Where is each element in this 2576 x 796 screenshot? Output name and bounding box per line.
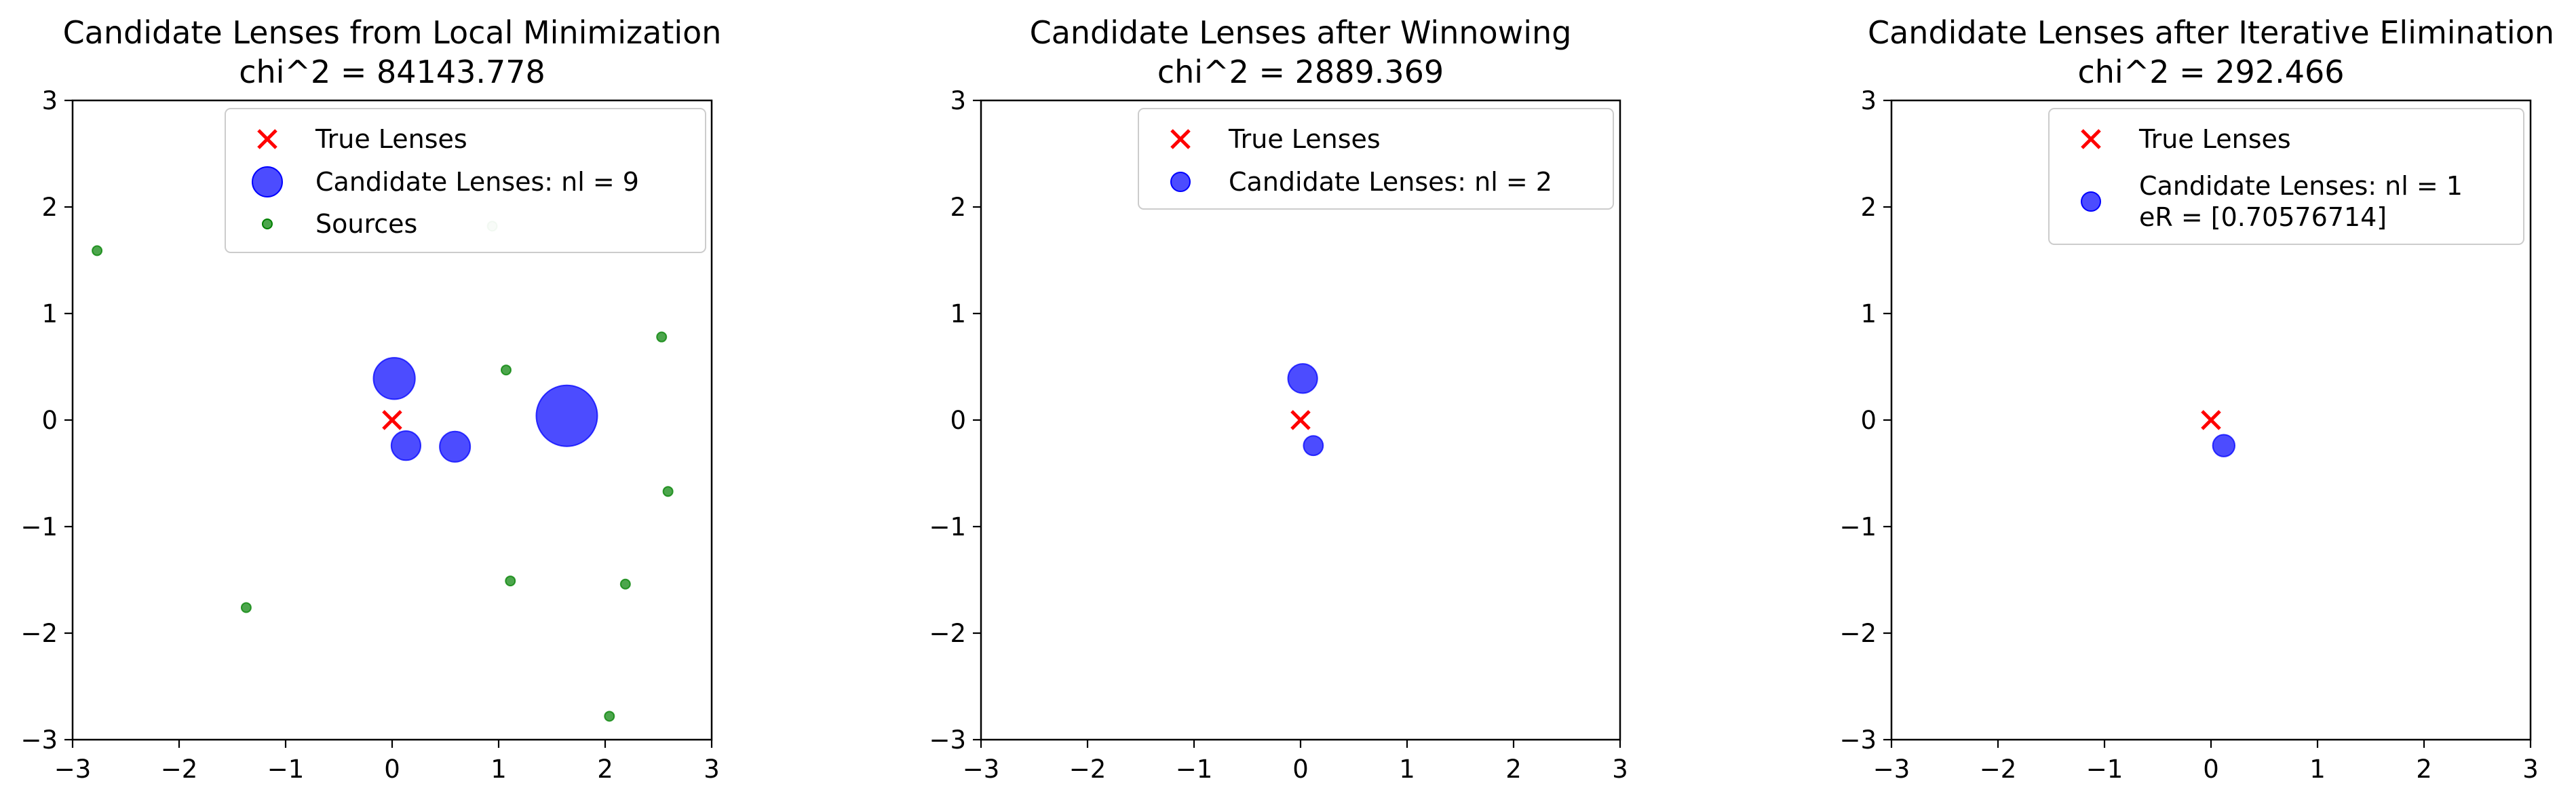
x-tick-label: 3 <box>2522 755 2539 784</box>
y-tick-label: 2 <box>950 193 966 222</box>
true-lens-marker <box>382 410 402 430</box>
x-tick-label: 2 <box>597 755 613 784</box>
y-tick-label: 1 <box>1860 299 1877 328</box>
legend-circle-marker <box>1170 172 1191 192</box>
source-point <box>500 364 512 376</box>
candidate-lens-point <box>1287 363 1318 394</box>
legend-x-marker <box>1170 129 1191 149</box>
legend-x-marker <box>2081 129 2101 149</box>
legend-frame <box>1138 108 1614 210</box>
chart-title: Candidate Lenses after Iterative Elimina… <box>1868 14 2554 51</box>
y-tick-label: −1 <box>929 512 966 542</box>
source-point <box>240 602 252 613</box>
x-tick-label: 0 <box>1292 755 1309 784</box>
x-tick-label: −1 <box>1176 755 1213 784</box>
y-tick-label: 1 <box>41 299 58 328</box>
y-tick-label: 1 <box>950 299 966 328</box>
source-point <box>656 331 668 343</box>
candidate-lens-point <box>535 384 598 447</box>
y-tick-label: −2 <box>929 619 966 648</box>
x-tick-label: 3 <box>704 755 720 784</box>
source-point <box>619 578 631 590</box>
source-point <box>662 486 674 497</box>
legend-circle-marker <box>262 219 273 229</box>
y-tick-label: 3 <box>1860 86 1877 115</box>
chart-title: Candidate Lenses after Winnowing <box>1030 14 1572 51</box>
x-tick-label: −2 <box>1069 755 1107 784</box>
x-tick-label: 3 <box>1612 755 1628 784</box>
y-tick-label: −1 <box>20 512 58 542</box>
legend-label: Candidate Lenses: nl = 2 <box>1229 167 1552 197</box>
y-tick-label: −2 <box>1839 619 1877 648</box>
x-tick-label: −2 <box>1980 755 2017 784</box>
x-tick-label: 1 <box>1399 755 1415 784</box>
y-tick-label: −1 <box>1839 512 1877 542</box>
chart-subtitle: chi^2 = 2889.369 <box>1157 54 1444 90</box>
legend: True Lenses Candidate Lenses: nl = 9 Sourc… <box>225 108 706 253</box>
true-lens-marker <box>2201 410 2221 430</box>
chart-panel-1: Candidate Lenses from Local Minimization… <box>20 14 721 784</box>
candidate-lens-point <box>2212 434 2236 457</box>
legend-frame <box>225 108 706 253</box>
y-tick-label: 0 <box>41 406 58 435</box>
legend-frame <box>2048 108 2524 245</box>
x-tick-label: −1 <box>267 755 305 784</box>
y-tick-label: 0 <box>950 406 966 435</box>
candidate-lens-point <box>1303 435 1324 457</box>
candidate-lens-point <box>439 430 472 463</box>
legend-label: True Lenses <box>2138 124 2291 154</box>
x-tick-label: 2 <box>1505 755 1522 784</box>
y-tick-label: −3 <box>1839 725 1877 755</box>
chart-subtitle: chi^2 = 292.466 <box>2077 54 2344 90</box>
legend-circle-marker <box>2081 191 2101 212</box>
x-tick-label: 1 <box>491 755 507 784</box>
chart-title: Candidate Lenses from Local Minimization <box>63 14 722 51</box>
legend-label: Candidate Lenses: nl = 1 <box>2139 171 2463 201</box>
y-tick-label: −2 <box>20 619 58 648</box>
chart-panel-3: Candidate Lenses after Iterative Elimina… <box>1839 14 2554 784</box>
source-point <box>92 245 103 257</box>
x-tick-label: 0 <box>384 755 400 784</box>
y-tick-label: −3 <box>929 725 966 755</box>
true-lens-marker <box>1290 410 1311 430</box>
y-tick-label: 3 <box>950 86 966 115</box>
true-lens-stroke <box>2201 410 2221 430</box>
source-point <box>604 710 615 722</box>
legend-label: Sources <box>315 209 417 239</box>
legend-circle-marker <box>252 166 283 197</box>
x-tick-label: −3 <box>963 755 1000 784</box>
legend: True Lenses Candidate Lenses: nl = 2 <box>1138 108 1614 210</box>
x-tick-label: 2 <box>2416 755 2432 784</box>
x-tick-label: −3 <box>54 755 92 784</box>
x-tick-label: −1 <box>2086 755 2123 784</box>
legend-x-marker <box>257 129 277 149</box>
candidate-lens-point <box>372 357 416 400</box>
y-tick-label: −3 <box>20 725 58 755</box>
candidate-lens-point <box>390 430 422 461</box>
y-tick-label: 2 <box>1860 193 1877 222</box>
x-tick-label: −2 <box>161 755 198 784</box>
true-lens-stroke <box>1290 410 1311 430</box>
y-tick-label: 3 <box>41 86 58 115</box>
x-tick-label: 0 <box>2203 755 2219 784</box>
legend-label: True Lenses <box>1228 124 1381 154</box>
legend-label: True Lenses <box>315 124 467 154</box>
legend-label: Candidate Lenses: nl = 9 <box>315 167 639 197</box>
legend: True Lenses Candidate Lenses: nl = 1 eR =… <box>2048 108 2524 245</box>
x-tick-label: −3 <box>1873 755 1910 784</box>
y-tick-label: 2 <box>41 193 58 222</box>
y-tick-label: 0 <box>1860 406 1877 435</box>
x-tick-label: 1 <box>2309 755 2326 784</box>
true-lens-stroke <box>382 410 402 430</box>
legend-label-line2: eR = [0.70576714] <box>2139 202 2387 232</box>
source-point <box>505 575 516 587</box>
chart-subtitle: chi^2 = 84143.778 <box>239 54 545 90</box>
